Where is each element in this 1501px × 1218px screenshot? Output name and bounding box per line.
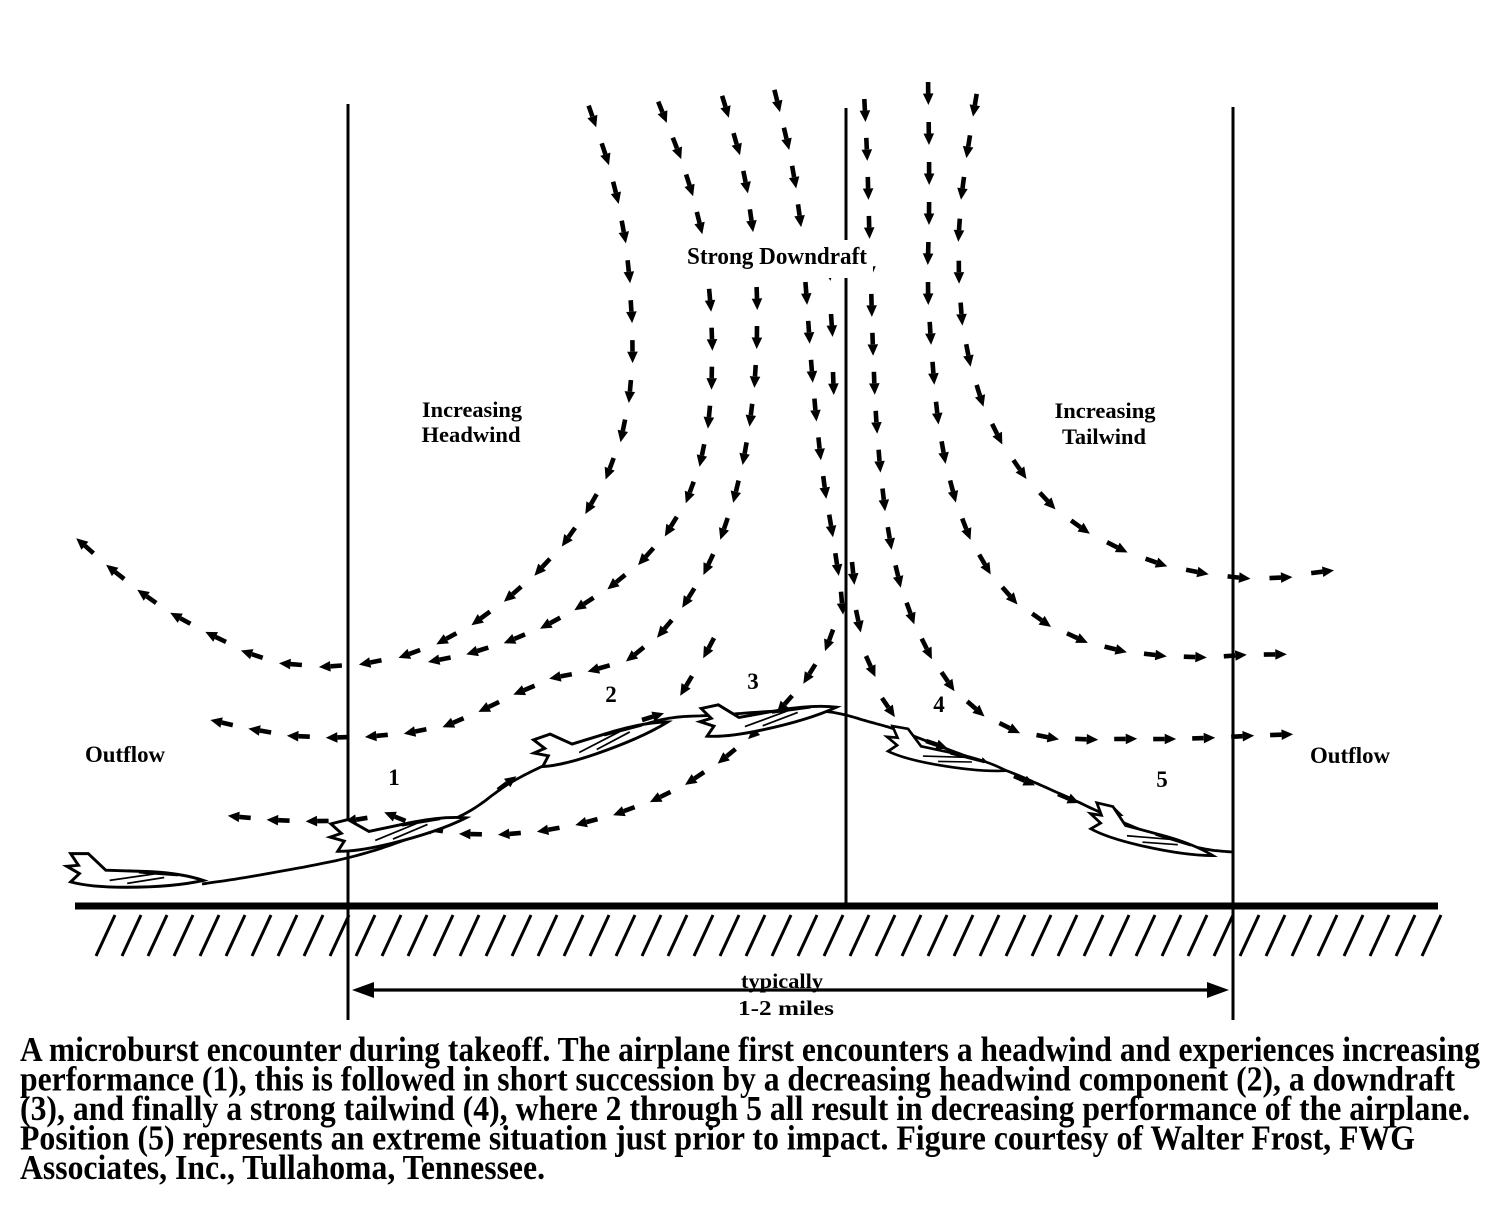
- svg-text:2: 2: [605, 682, 617, 707]
- svg-text:1: 1: [388, 765, 400, 790]
- svg-text:Increasing: Increasing: [1055, 398, 1156, 423]
- svg-text:Outflow: Outflow: [1310, 743, 1390, 768]
- svg-text:Headwind: Headwind: [422, 422, 521, 447]
- svg-text:3: 3: [747, 669, 759, 694]
- svg-text:performance (1), this is follo: performance (1), this is followed in sho…: [20, 1061, 1455, 1099]
- svg-text:4: 4: [933, 692, 945, 717]
- svg-text:Increasing: Increasing: [422, 397, 522, 422]
- svg-text:Associates, Inc., Tullahoma, T: Associates, Inc., Tullahoma, Tennessee.: [20, 1149, 545, 1187]
- svg-text:5: 5: [1156, 767, 1168, 792]
- svg-text:A microburst encounter during: A microburst encounter during takeoff. T…: [20, 1031, 1480, 1069]
- svg-text:1-2 miles: 1-2 miles: [738, 996, 834, 1020]
- svg-text:Position (5) represents an ext: Position (5) represents an extreme situa…: [20, 1120, 1415, 1158]
- svg-text:Outflow: Outflow: [85, 742, 165, 767]
- svg-text:Strong Downdraft: Strong Downdraft: [687, 244, 867, 270]
- svg-text:(3), and finally a strong tail: (3), and finally a strong tailwind (4), …: [20, 1090, 1470, 1128]
- svg-text:typically: typically: [741, 969, 824, 993]
- svg-text:Tailwind: Tailwind: [1062, 424, 1146, 449]
